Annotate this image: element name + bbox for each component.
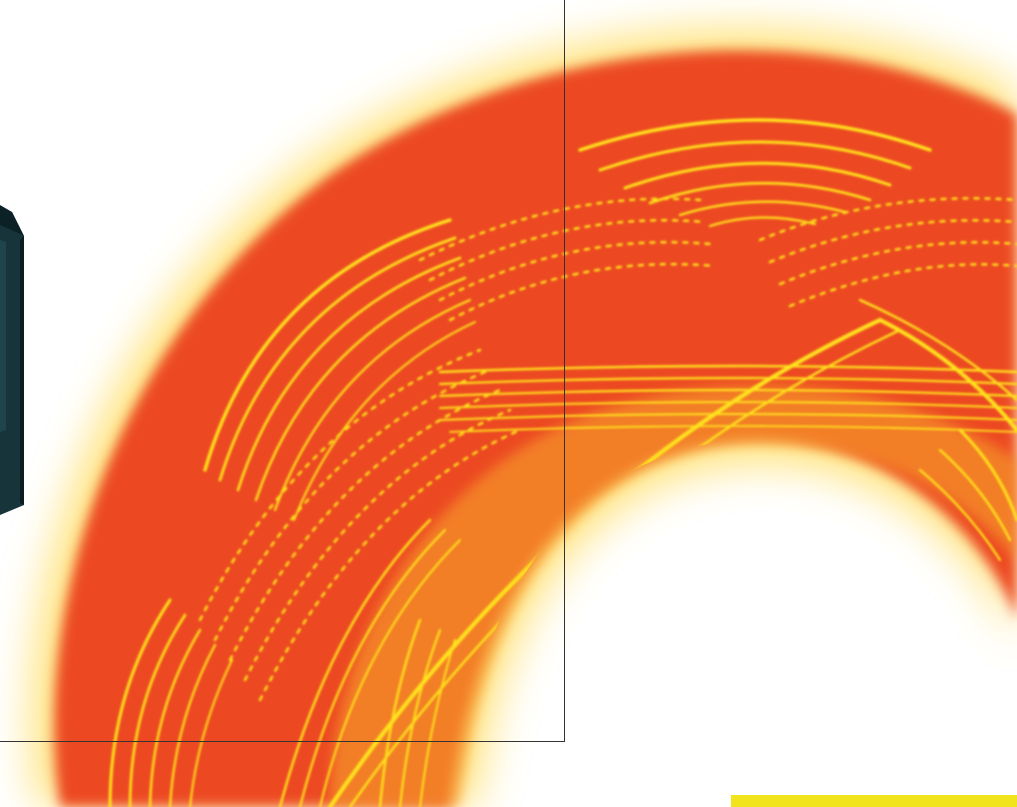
interference-fringes	[108, 118, 1017, 807]
dark-device	[0, 205, 24, 515]
band-inner-glow	[330, 384, 1017, 807]
yellow-bar	[731, 795, 1017, 807]
